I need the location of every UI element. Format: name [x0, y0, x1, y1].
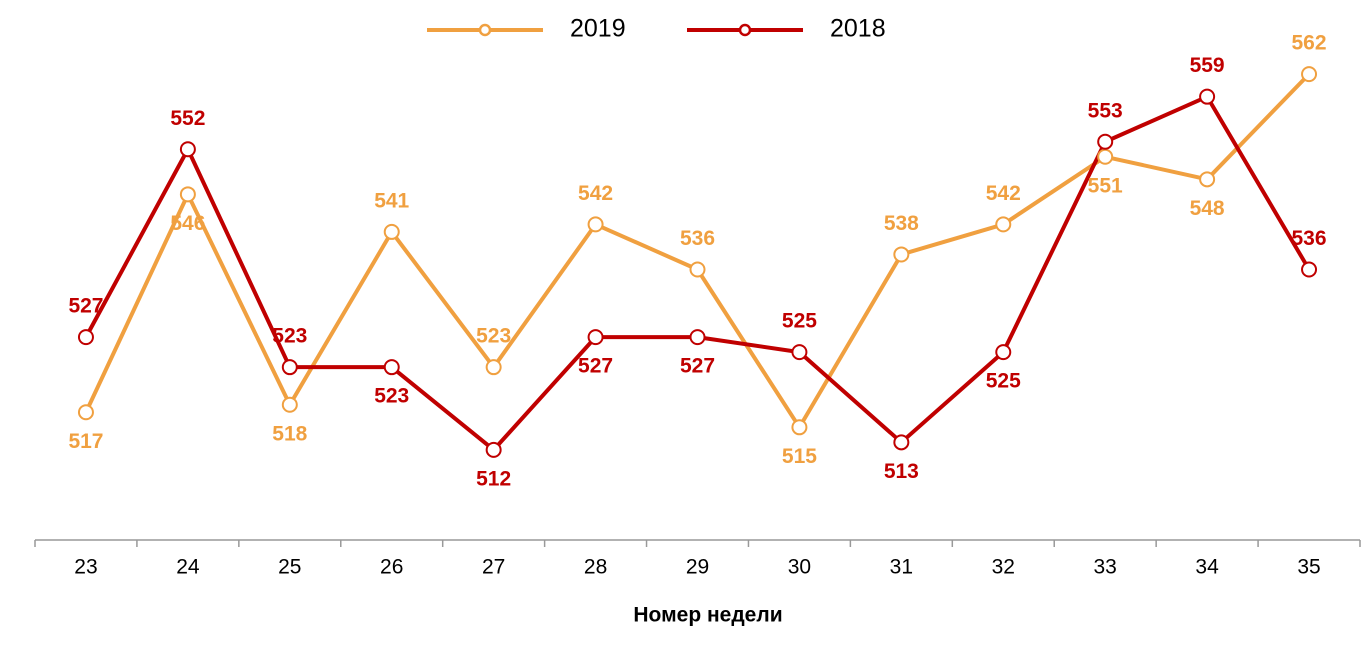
point — [383, 223, 400, 240]
value-label: 518 — [272, 422, 307, 445]
point — [1199, 171, 1216, 188]
value-label: 527 — [578, 355, 613, 378]
point — [1199, 88, 1216, 105]
point — [1097, 133, 1114, 150]
value-label: 525 — [986, 370, 1021, 393]
legend-label: 2018 — [830, 15, 886, 43]
value-label: 536 — [1292, 227, 1327, 250]
value-label: 523 — [374, 385, 409, 408]
point — [587, 329, 604, 346]
point — [995, 216, 1012, 233]
x-tick-label: 29 — [686, 556, 709, 579]
x-tick-label: 30 — [788, 556, 811, 579]
value-label: 527 — [680, 355, 715, 378]
value-label: 512 — [476, 467, 511, 490]
point — [689, 261, 706, 278]
legend-marker — [738, 23, 752, 37]
x-tick-label: 31 — [890, 556, 913, 579]
point — [995, 344, 1012, 361]
value-label: 525 — [782, 310, 817, 333]
point — [791, 344, 808, 361]
value-label: 542 — [986, 182, 1021, 205]
value-label: 559 — [1190, 54, 1225, 77]
value-label: 527 — [68, 295, 103, 318]
x-tick-label: 26 — [380, 556, 403, 579]
x-tick-label: 23 — [74, 556, 97, 579]
value-label: 523 — [476, 325, 511, 348]
value-label: 562 — [1292, 32, 1327, 55]
x-tick-label: 28 — [584, 556, 607, 579]
value-label: 513 — [884, 460, 919, 483]
x-tick-label: 35 — [1297, 556, 1320, 579]
x-tick-label: 25 — [278, 556, 301, 579]
point — [791, 419, 808, 436]
value-label: 542 — [578, 182, 613, 205]
point — [689, 329, 706, 346]
value-label: 548 — [1190, 197, 1225, 220]
point — [485, 441, 502, 458]
point — [1097, 148, 1114, 165]
x-tick-label: 33 — [1094, 556, 1117, 579]
x-tick-label: 32 — [992, 556, 1015, 579]
value-label: 536 — [680, 227, 715, 250]
point — [281, 359, 298, 376]
value-label: 541 — [374, 189, 409, 212]
point — [77, 404, 94, 421]
value-label: 517 — [68, 430, 103, 453]
value-label: 523 — [272, 325, 307, 348]
value-label: 538 — [884, 212, 919, 235]
point — [281, 396, 298, 413]
x-tick-label: 27 — [482, 556, 505, 579]
point — [77, 329, 94, 346]
value-label: 515 — [782, 445, 817, 468]
point — [383, 359, 400, 376]
point — [893, 246, 910, 263]
legend-label: 2019 — [570, 15, 626, 43]
point — [179, 141, 196, 158]
point — [1301, 66, 1318, 83]
value-label: 553 — [1088, 99, 1123, 122]
point — [893, 434, 910, 451]
point — [587, 216, 604, 233]
legend-marker — [478, 23, 492, 37]
x-tick-label: 34 — [1195, 556, 1219, 579]
x-tick-label: 24 — [176, 556, 200, 579]
point — [485, 359, 502, 376]
value-label: 551 — [1088, 174, 1123, 197]
point — [179, 186, 196, 203]
value-label: 546 — [170, 212, 205, 235]
x-axis-title: Номер недели — [633, 604, 782, 627]
value-label: 552 — [170, 107, 205, 130]
point — [1301, 261, 1318, 278]
